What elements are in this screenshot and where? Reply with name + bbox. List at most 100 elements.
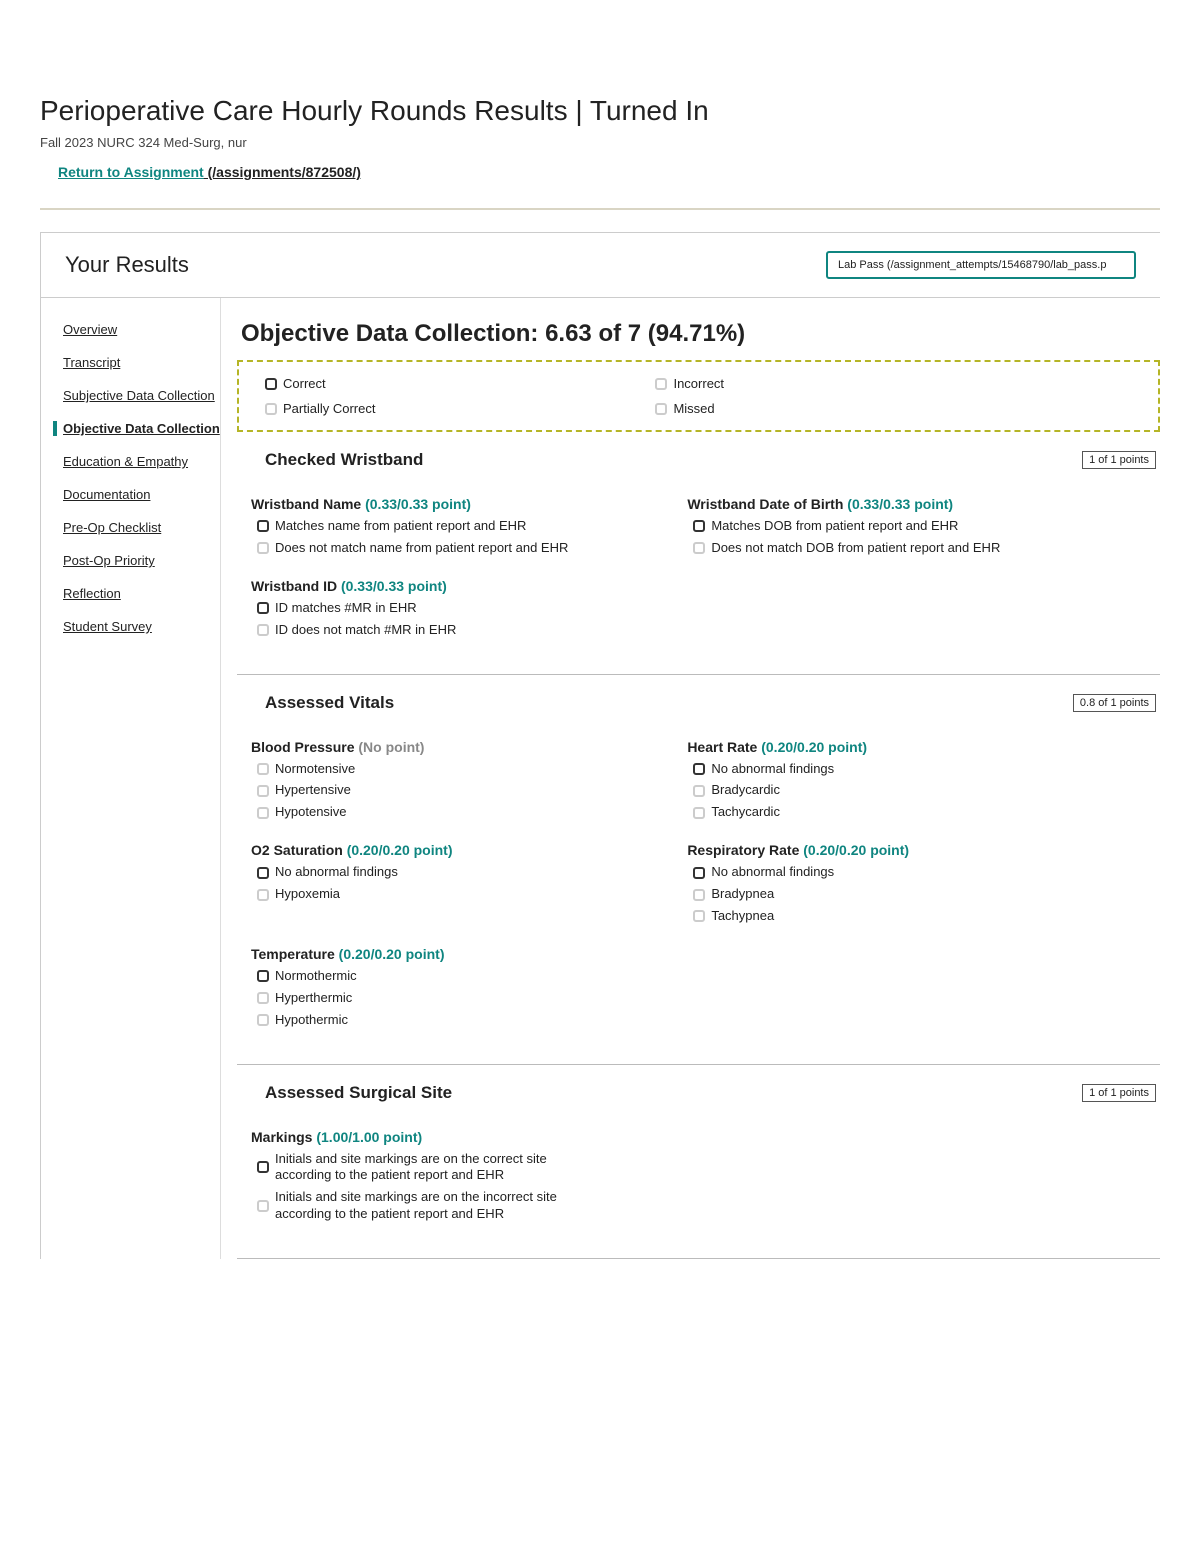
legend-box: Correct Partially Correct Incorrect Miss… [237, 360, 1160, 432]
sidebar-item-education-empathy[interactable]: Education & Empathy [63, 454, 220, 469]
sidebar-item-objective-data-collection[interactable]: Objective Data Collection [53, 421, 220, 436]
points-badge: 1 of 1 points [1082, 1084, 1156, 1102]
option-text: Hypertensive [275, 782, 351, 799]
option-indicator-icon [257, 624, 269, 636]
criterion-title: Wristband Name (0.33/0.33 point) [251, 496, 677, 512]
legend-partial-label: Partially Correct [283, 401, 375, 416]
option-indicator-icon [257, 1161, 269, 1173]
option-item: Tachypnea [693, 908, 1113, 925]
main-content: Objective Data Collection: 6.63 of 7 (94… [221, 298, 1160, 1259]
sidebar-item-overview[interactable]: Overview [63, 322, 220, 337]
option-item: Hypertensive [257, 782, 677, 799]
option-text: Initials and site markings are on the in… [275, 1189, 575, 1223]
criterion-title: Temperature (0.20/0.20 point) [251, 946, 677, 962]
points-badge: 1 of 1 points [1082, 451, 1156, 469]
section-body: Blood Pressure (No point) Normotensive Hyp… [237, 727, 1160, 1064]
option-text: Bradypnea [711, 886, 774, 903]
option-indicator-icon [693, 807, 705, 819]
option-indicator-icon [693, 910, 705, 922]
option-item: Hypotensive [257, 804, 677, 821]
section-title: Assessed Vitals [265, 693, 394, 713]
divider [40, 208, 1160, 210]
section: Assessed Vitals 0.8 of 1 points Blood Pres… [237, 675, 1160, 1065]
course-subtitle: Fall 2023 NURC 324 Med-Surg, nur [40, 135, 1160, 150]
section-header: Assessed Surgical Site 1 of 1 points [237, 1065, 1160, 1117]
criterion-score: (1.00/1.00 point) [316, 1129, 422, 1145]
sidebar-item-transcript[interactable]: Transcript [63, 355, 220, 370]
criterion-title: Heart Rate (0.20/0.20 point) [687, 739, 1113, 755]
sidebar-item-subjective-data-collection[interactable]: Subjective Data Collection [63, 388, 220, 403]
option-text: Hypothermic [275, 1012, 348, 1029]
option-item: No abnormal findings [693, 761, 1113, 778]
option-indicator-icon [257, 602, 269, 614]
criterion: Respiratory Rate (0.20/0.20 point)No abn… [687, 836, 1123, 940]
option-indicator-icon [257, 763, 269, 775]
criterion: Markings (1.00/1.00 point) Initials and s… [251, 1123, 687, 1239]
option-item: ID does not match #MR in EHR [257, 622, 677, 639]
partial-icon [265, 403, 277, 415]
criterion-score: (0.20/0.20 point) [761, 739, 867, 755]
results-panel: Your Results Lab Pass (/assignment_attem… [40, 232, 1160, 1259]
option-indicator-icon [257, 970, 269, 982]
incorrect-icon [655, 378, 667, 390]
correct-icon [265, 378, 277, 390]
option-text: Hypotensive [275, 804, 347, 821]
main-title: Objective Data Collection: 6.63 of 7 (94… [237, 320, 1160, 348]
legend-correct: Correct [265, 376, 375, 391]
legend-correct-label: Correct [283, 376, 326, 391]
criterion: O2 Saturation (0.20/0.20 point)No abnorm… [251, 836, 687, 940]
points-badge: 0.8 of 1 points [1073, 694, 1156, 712]
legend-incorrect: Incorrect [655, 376, 724, 391]
option-item: Initials and site markings are on the in… [257, 1189, 677, 1223]
option-indicator-icon [257, 867, 269, 879]
option-indicator-icon [257, 1200, 269, 1212]
option-text: Does not match DOB from patient report a… [711, 540, 1000, 557]
sidebar-item-post-op-priority[interactable]: Post-Op Priority [63, 553, 220, 568]
option-text: Initials and site markings are on the co… [275, 1151, 575, 1185]
option-item: No abnormal findings [693, 864, 1113, 881]
sidebar-item-documentation[interactable]: Documentation [63, 487, 220, 502]
criterion-title: Blood Pressure (No point) [251, 739, 677, 755]
option-item: Matches name from patient report and EHR [257, 518, 677, 535]
option-indicator-icon [693, 867, 705, 879]
option-indicator-icon [693, 785, 705, 797]
option-indicator-icon [257, 992, 269, 1004]
legend-missed-label: Missed [673, 401, 714, 416]
option-item: Hypothermic [257, 1012, 677, 1029]
sidebar-item-reflection[interactable]: Reflection [63, 586, 220, 601]
option-indicator-icon [257, 785, 269, 797]
option-text: No abnormal findings [711, 864, 834, 881]
sidebar-item-student-survey[interactable]: Student Survey [63, 619, 220, 634]
legend-missed: Missed [655, 401, 724, 416]
option-indicator-icon [257, 1014, 269, 1026]
lab-pass-link[interactable]: Lab Pass (/assignment_attempts/15468790/… [826, 251, 1136, 279]
option-item: ID matches #MR in EHR [257, 600, 677, 617]
option-indicator-icon [257, 520, 269, 532]
option-text: ID does not match #MR in EHR [275, 622, 456, 639]
criterion: Heart Rate (0.20/0.20 point) No abnormal … [687, 733, 1123, 837]
option-item: Bradypnea [693, 886, 1113, 903]
option-indicator-icon [693, 763, 705, 775]
section-header: Assessed Vitals 0.8 of 1 points [237, 675, 1160, 727]
panel-header: Your Results Lab Pass (/assignment_attem… [41, 233, 1160, 298]
option-indicator-icon [257, 807, 269, 819]
criterion-score: (0.20/0.20 point) [339, 946, 445, 962]
criterion-score: (0.33/0.33 point) [341, 578, 447, 594]
section: Checked Wristband1 of 1 pointsWristband … [237, 432, 1160, 675]
criterion-title: Markings (1.00/1.00 point) [251, 1129, 677, 1145]
sidebar-item-pre-op-checklist[interactable]: Pre-Op Checklist [63, 520, 220, 535]
return-to-assignment-link[interactable]: Return to Assignment (/assignments/87250… [58, 164, 361, 180]
option-text: No abnormal findings [711, 761, 834, 778]
criterion-score: (No point) [358, 739, 424, 755]
option-text: Hyperthermic [275, 990, 352, 1007]
criterion: Temperature (0.20/0.20 point)Normothermi… [251, 940, 687, 1044]
option-item: Hyperthermic [257, 990, 677, 1007]
legend-incorrect-label: Incorrect [673, 376, 724, 391]
page-title: Perioperative Care Hourly Rounds Results… [40, 95, 1160, 127]
option-item: Bradycardic [693, 782, 1113, 799]
section-title: Assessed Surgical Site [265, 1083, 452, 1103]
section-body: Wristband Name (0.33/0.33 point) Matches … [237, 484, 1160, 674]
option-item: Does not match name from patient report … [257, 540, 677, 557]
option-item: Normotensive [257, 761, 677, 778]
criterion-title: O2 Saturation (0.20/0.20 point) [251, 842, 677, 858]
